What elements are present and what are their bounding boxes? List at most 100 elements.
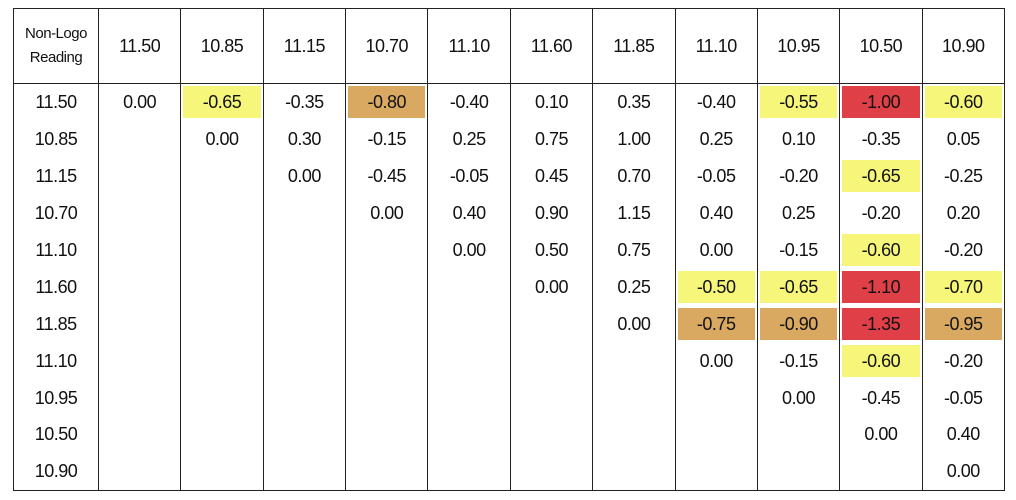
cell-value: 0.10 <box>534 92 569 113</box>
cell-value: 0.00 <box>699 240 734 260</box>
cell-value: -0.05 <box>696 166 736 187</box>
cell <box>262 305 346 343</box>
highlighted-value: -1.35 <box>842 307 920 340</box>
cell: 0.00 <box>839 416 923 453</box>
cell: 0.30 <box>262 120 346 158</box>
cell-value: 0.00 <box>864 424 898 445</box>
cell <box>97 157 181 195</box>
cell <box>345 452 428 491</box>
cell: -0.40 <box>427 83 511 121</box>
highlighted-value: -0.95 <box>924 307 1002 340</box>
cell: 0.00 <box>674 342 758 380</box>
cell-value: 0.40 <box>946 424 981 445</box>
cell: -1.00 <box>839 83 923 121</box>
cell <box>509 305 593 343</box>
cell <box>674 452 758 491</box>
cell <box>509 342 593 380</box>
cell <box>97 231 181 269</box>
cell: 0.25 <box>592 268 676 306</box>
highlighted-value: -0.80 <box>348 86 426 119</box>
cell: -0.15 <box>756 342 840 380</box>
cell-value: 1.00 <box>617 129 651 150</box>
cell: -0.20 <box>839 194 923 232</box>
cell: -0.15 <box>345 120 428 158</box>
table-row: 10.70 0.00 0.40 0.90 1.15 0.40 0.25 -0.20 0.20 <box>13 194 1005 232</box>
cell: -0.15 <box>756 231 840 269</box>
cell-value: 11.60 <box>35 276 77 297</box>
cell-value: 0.75 <box>617 240 651 260</box>
cell-value: 10.90 <box>34 461 78 482</box>
cell-value: 0.25 <box>617 276 651 297</box>
cell <box>180 452 264 491</box>
cell <box>97 305 181 343</box>
cell: -1.35 <box>839 305 923 343</box>
cell: -0.80 <box>345 83 428 121</box>
column-header: 10.50 <box>839 8 923 84</box>
table-row: 10.95 0.00 -0.45 -0.05 <box>13 379 1005 417</box>
row-header: 11.85 <box>13 305 99 343</box>
cell-value: 0.00 <box>782 387 816 408</box>
cell: 0.00 <box>921 452 1005 491</box>
cell <box>674 416 758 453</box>
cell-value: 0.35 <box>617 92 651 113</box>
cell: 0.40 <box>427 194 511 232</box>
cell <box>592 416 676 453</box>
cell-value: -0.40 <box>696 92 736 113</box>
column-header: 10.85 <box>180 8 264 84</box>
cell: -0.75 <box>674 305 758 343</box>
cell: -0.50 <box>674 268 758 306</box>
cell: -0.70 <box>921 268 1005 306</box>
row-header: 10.95 <box>13 379 99 417</box>
cell <box>262 452 346 491</box>
cell-value: 10.50 <box>34 424 78 445</box>
cell <box>180 194 264 232</box>
cell-value: 0.50 <box>534 240 569 260</box>
column-header: 10.70 <box>345 8 428 84</box>
cell: -0.40 <box>674 83 758 121</box>
cell: 0.25 <box>756 194 840 232</box>
cell: 0.00 <box>592 305 676 343</box>
cell: -0.35 <box>839 120 923 158</box>
cell: 1.00 <box>592 120 676 158</box>
cell-value: -0.35 <box>285 92 324 113</box>
cell-value: 0.25 <box>699 129 734 150</box>
cell: 0.05 <box>921 120 1005 158</box>
cell: -0.45 <box>345 157 428 195</box>
cell-value: -0.05 <box>449 166 489 187</box>
highlighted-value: -0.60 <box>842 234 920 266</box>
cell: 0.10 <box>509 83 593 121</box>
cell <box>427 452 511 491</box>
table-row: 10.85 0.00 0.30 -0.15 0.25 0.75 1.00 0.25 0.10 -0… <box>13 120 1005 158</box>
cell-value: 0.20 <box>946 203 981 224</box>
cell <box>345 231 428 269</box>
highlighted-value: -0.65 <box>183 86 261 119</box>
cell-value: -0.35 <box>861 129 901 150</box>
cell: 0.00 <box>345 194 428 232</box>
cell <box>427 305 511 343</box>
cell: 0.00 <box>97 83 181 121</box>
table-row: 10.90 0.00 <box>13 452 1005 491</box>
table-row: 11.60 0.00 0.25 -0.50 -0.65 -1.10 -0.70 <box>13 268 1005 306</box>
cell: 0.20 <box>921 194 1005 232</box>
cell-value: -0.40 <box>449 92 489 113</box>
cell <box>756 452 840 491</box>
cell <box>509 379 593 417</box>
table-row: 11.10 0.00 -0.15 -0.60 -0.20 <box>13 342 1005 380</box>
highlighted-value: -0.60 <box>842 344 920 377</box>
row-header: 11.50 <box>13 83 99 121</box>
cell-value: 0.40 <box>699 203 734 224</box>
highlighted-value: -0.50 <box>677 270 755 303</box>
cell-value: 0.10 <box>782 129 816 150</box>
row-header: 11.10 <box>13 342 99 380</box>
cell: -0.35 <box>262 83 346 121</box>
cell <box>262 416 346 453</box>
cell: -0.60 <box>839 231 923 269</box>
cell-value: -0.45 <box>367 166 407 187</box>
row-header: 11.15 <box>13 157 99 195</box>
highlighted-value: -0.55 <box>759 86 838 119</box>
highlighted-value: -1.10 <box>842 270 920 303</box>
cell: -0.05 <box>674 157 758 195</box>
cell-value: 0.00 <box>617 313 651 334</box>
cell <box>262 268 346 306</box>
cell <box>345 342 428 380</box>
